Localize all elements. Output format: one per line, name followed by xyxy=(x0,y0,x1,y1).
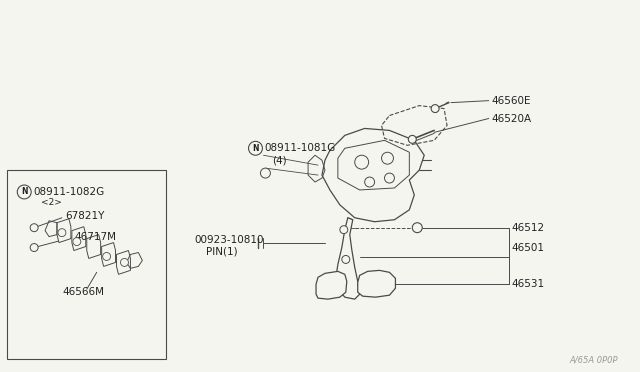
Text: (4): (4) xyxy=(273,155,287,165)
Text: A/65A 0P0P: A/65A 0P0P xyxy=(569,356,618,365)
Circle shape xyxy=(248,141,262,155)
Circle shape xyxy=(381,152,394,164)
Circle shape xyxy=(73,238,81,246)
Circle shape xyxy=(385,173,394,183)
Text: 46512: 46512 xyxy=(511,223,545,233)
Polygon shape xyxy=(322,128,424,222)
Text: N: N xyxy=(252,144,259,153)
Polygon shape xyxy=(358,270,396,297)
Text: 08911-1082G: 08911-1082G xyxy=(33,187,104,197)
Circle shape xyxy=(431,105,439,113)
Text: 46566M: 46566M xyxy=(62,287,104,297)
Text: 08911-1081G: 08911-1081G xyxy=(264,143,335,153)
Circle shape xyxy=(365,177,374,187)
Bar xyxy=(7,170,166,359)
Circle shape xyxy=(342,256,350,263)
Text: 00923-10810: 00923-10810 xyxy=(194,235,264,245)
Circle shape xyxy=(355,155,369,169)
Polygon shape xyxy=(57,219,71,243)
Text: PIN(1): PIN(1) xyxy=(206,247,237,257)
Polygon shape xyxy=(87,235,100,259)
Text: 46520A: 46520A xyxy=(492,113,532,124)
Text: 67821Y: 67821Y xyxy=(65,211,104,221)
Circle shape xyxy=(412,223,422,232)
Text: 46717M: 46717M xyxy=(75,232,117,242)
Circle shape xyxy=(120,259,129,266)
Circle shape xyxy=(102,253,111,260)
Polygon shape xyxy=(102,243,116,266)
Circle shape xyxy=(58,229,66,237)
Text: 46501: 46501 xyxy=(511,243,545,253)
Circle shape xyxy=(30,244,38,251)
Text: 46531: 46531 xyxy=(511,279,545,289)
Polygon shape xyxy=(72,227,86,250)
Circle shape xyxy=(17,185,31,199)
Text: <2>: <2> xyxy=(41,198,62,207)
Polygon shape xyxy=(116,250,131,274)
Circle shape xyxy=(260,168,270,178)
Text: 46560E: 46560E xyxy=(492,96,531,106)
Circle shape xyxy=(30,224,38,232)
Polygon shape xyxy=(316,271,347,299)
Polygon shape xyxy=(336,218,360,299)
Circle shape xyxy=(408,135,416,143)
Circle shape xyxy=(340,226,348,234)
Text: N: N xyxy=(21,187,28,196)
